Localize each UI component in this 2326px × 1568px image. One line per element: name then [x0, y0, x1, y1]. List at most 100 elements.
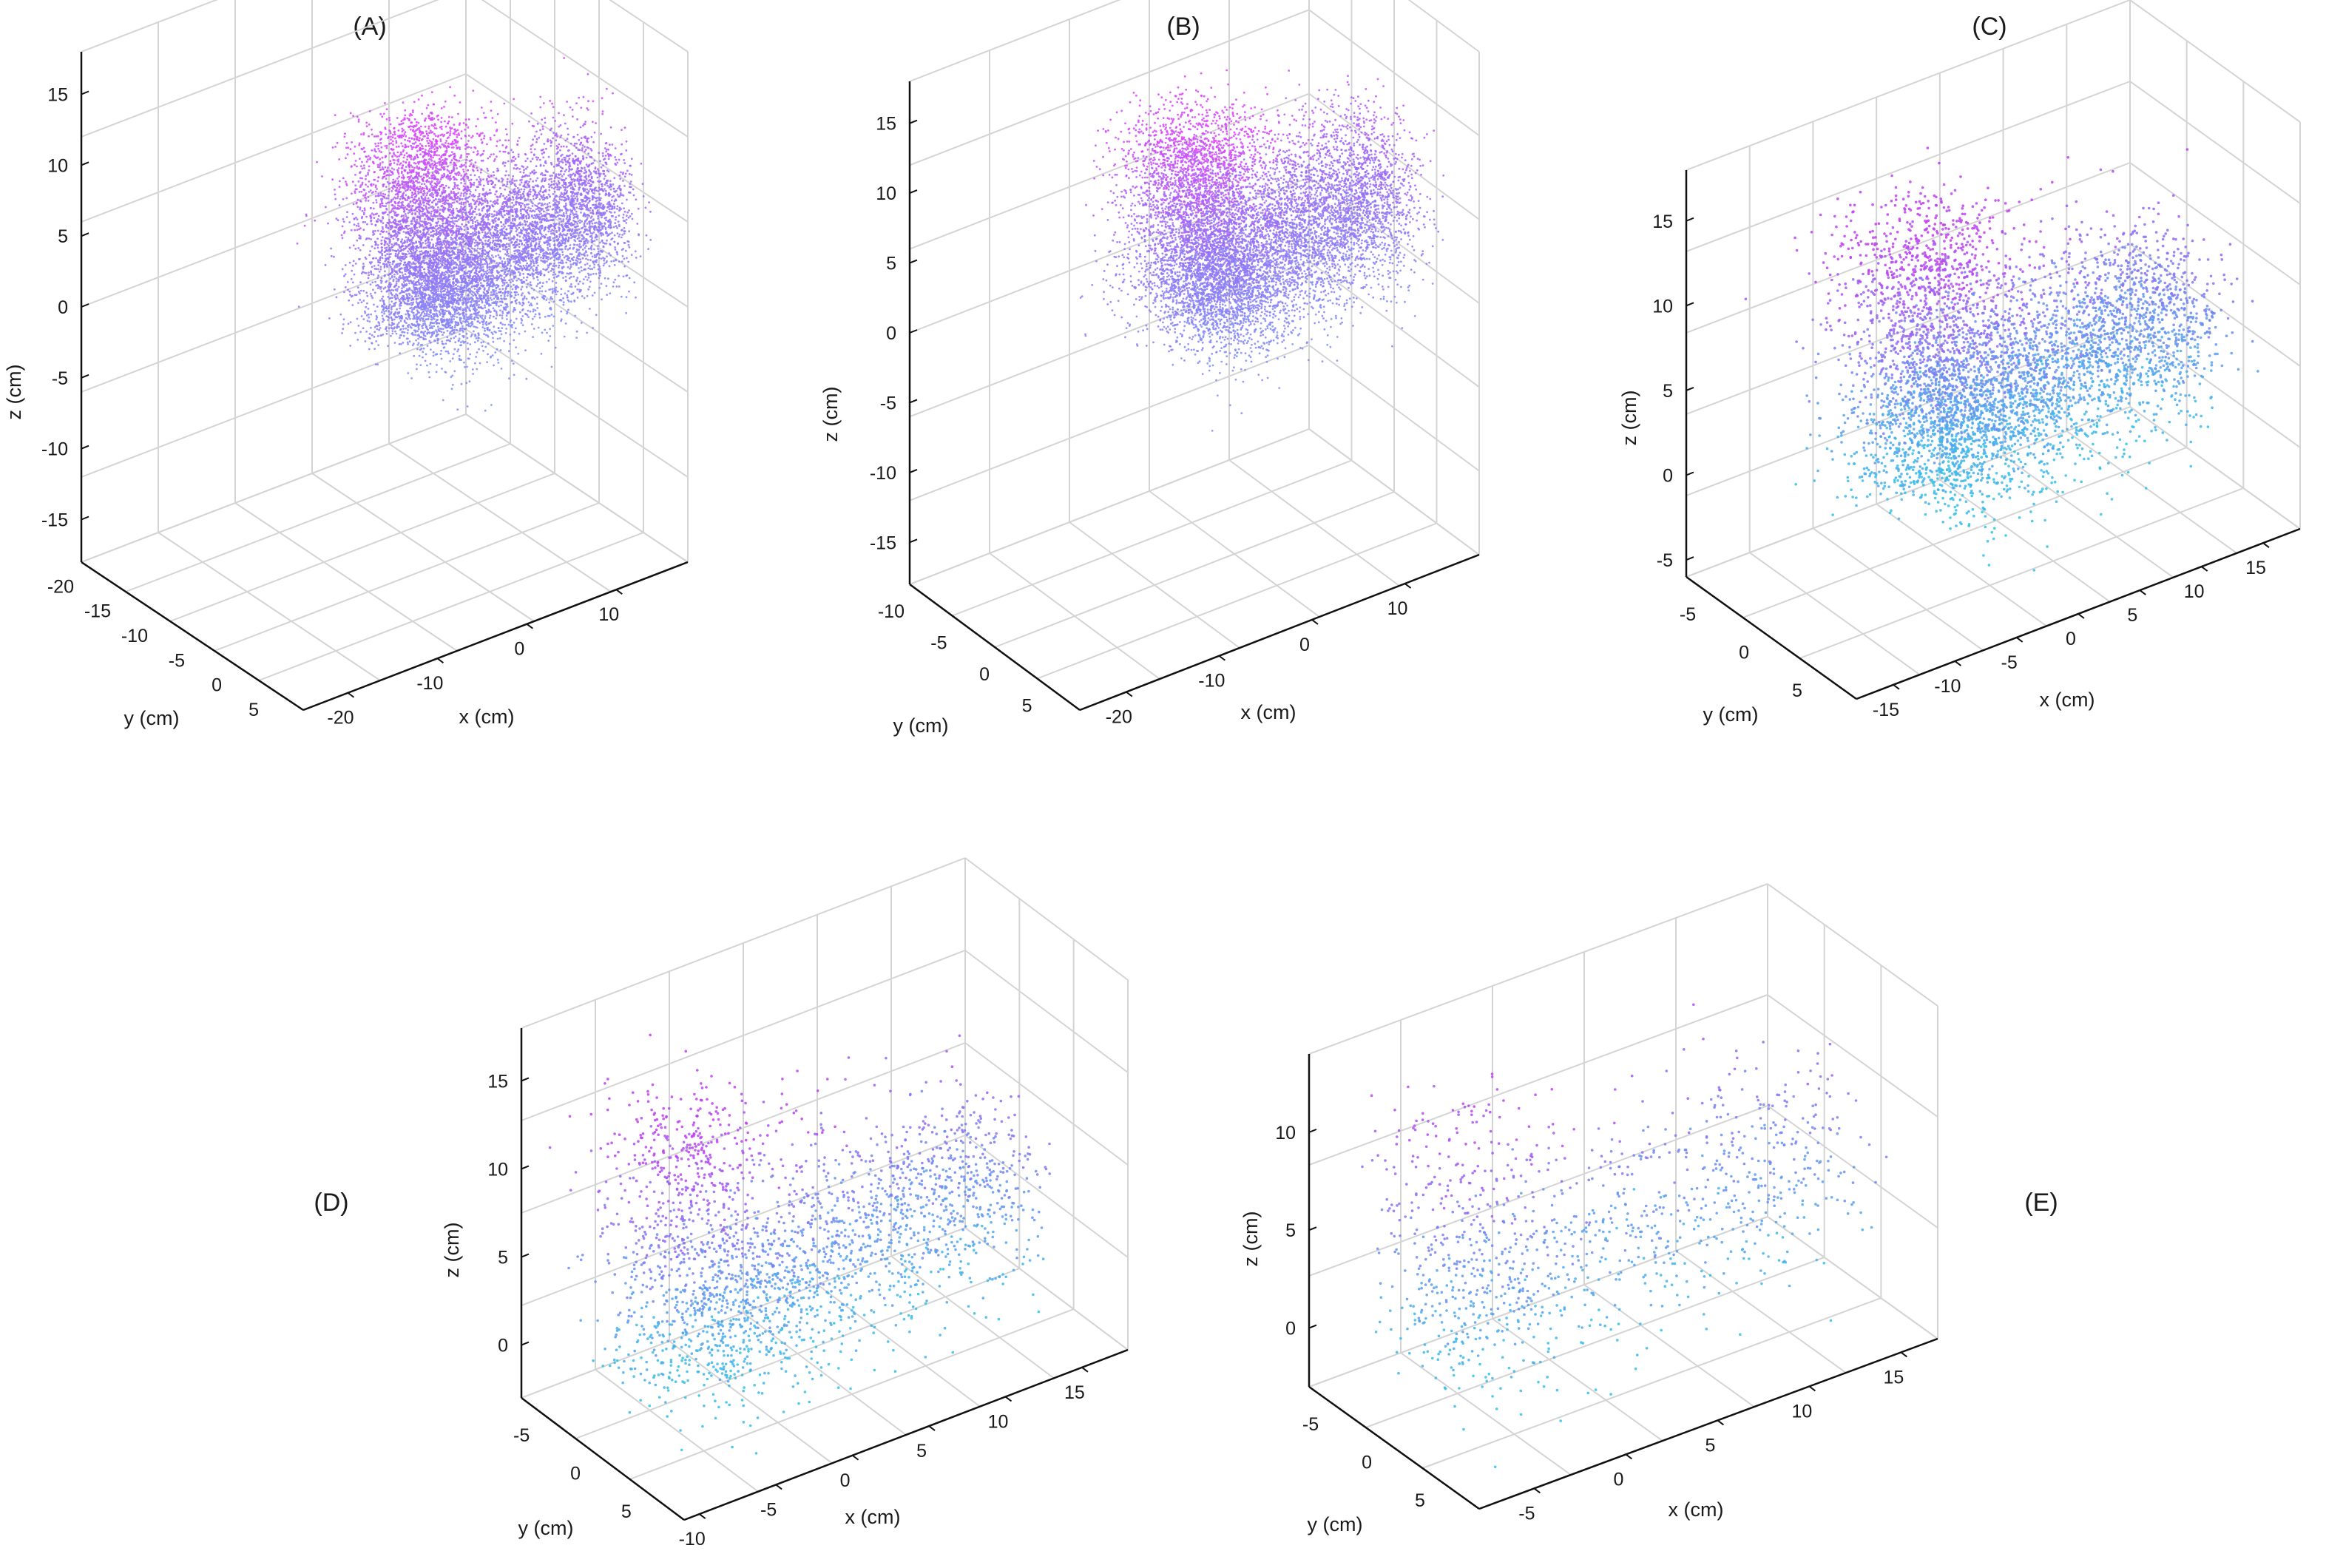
scatter-point: [356, 229, 359, 231]
scatter-point: [482, 178, 484, 180]
scatter-point: [567, 290, 569, 292]
scatter-point: [561, 220, 563, 223]
scatter-point: [606, 240, 608, 242]
scatter-point: [495, 255, 497, 257]
scatter-point: [435, 248, 437, 250]
y-tick-label: 0: [212, 675, 222, 696]
scatter-point: [532, 158, 534, 160]
scatter-point: [445, 126, 447, 128]
scatter-point: [541, 353, 543, 355]
scatter-point: [396, 273, 399, 275]
scatter-point: [457, 285, 459, 288]
scatter-point: [581, 270, 583, 272]
scatter-point: [510, 291, 513, 294]
scatter-point: [536, 297, 538, 299]
scatter-point: [616, 227, 618, 229]
z-tick: [81, 162, 89, 165]
scatter-point: [464, 183, 466, 185]
grid: [81, 0, 688, 710]
scatter-point: [462, 325, 464, 328]
z-tick: [81, 233, 89, 236]
scatter-point: [396, 283, 398, 285]
scatter-point: [433, 118, 436, 120]
scatter-point: [377, 247, 379, 249]
scatter-point: [330, 248, 332, 250]
scatter-point: [489, 250, 491, 252]
scatter-point: [358, 144, 360, 146]
scatter-point: [496, 314, 498, 317]
scatter-point: [552, 193, 555, 195]
scatter-point: [399, 223, 402, 226]
scatter-point: [495, 121, 497, 124]
y-tick-label: -10: [121, 626, 148, 646]
scatter-point: [484, 305, 486, 307]
scatter-point: [542, 282, 544, 284]
x-tick-label: -10: [416, 673, 443, 694]
scatter-point: [359, 249, 362, 251]
scatter-point: [564, 292, 567, 294]
scatter-point: [467, 342, 469, 345]
gridline: [81, 0, 466, 137]
scatter-point: [406, 152, 408, 155]
scatter-point: [478, 203, 480, 206]
scatter-point: [526, 217, 528, 220]
scatter-point: [510, 230, 513, 232]
scatter-point: [445, 185, 447, 187]
scatter-point: [399, 352, 401, 354]
scatter-point: [585, 245, 587, 247]
scatter-point: [618, 260, 621, 263]
scatter-point: [598, 170, 600, 172]
scatter-point: [515, 328, 517, 330]
z-tick: [81, 304, 89, 307]
scatter-point: [471, 213, 473, 215]
scatter-point: [567, 215, 569, 217]
scatter-point: [543, 252, 545, 254]
scatter-point: [513, 331, 515, 334]
scatter-point: [449, 132, 451, 135]
scatter-point: [504, 139, 507, 141]
scatter-point: [564, 196, 566, 198]
scatter-point: [368, 320, 371, 322]
scatter-point: [566, 101, 568, 103]
scatter-point: [469, 193, 471, 195]
scatter-point: [386, 333, 388, 335]
scatter-point: [373, 135, 376, 138]
gridline: [389, 444, 611, 592]
scatter-point: [376, 201, 378, 203]
scatter-point: [618, 220, 620, 223]
scatter-point: [582, 283, 584, 285]
scatter-point: [360, 165, 362, 167]
scatter-point: [615, 249, 617, 251]
scatter-point: [451, 388, 453, 390]
scatter-point: [383, 231, 385, 233]
scatter-point: [368, 274, 370, 277]
x-tick-label: 10: [598, 604, 619, 625]
scatter-point: [398, 155, 400, 158]
scatter-point: [536, 303, 538, 305]
scatter-point: [522, 324, 524, 326]
scatter-point: [511, 181, 513, 183]
gridline: [466, 414, 688, 562]
scatter-point: [603, 190, 605, 192]
panel-a: (A)-20-1001050-5-10-15-20151050-5-10-15x…: [3, 0, 688, 729]
scatter-point: [481, 256, 484, 258]
scatter-point: [388, 324, 391, 326]
scatter-point: [405, 166, 408, 168]
scatter-point: [506, 133, 508, 135]
scatter-point: [400, 343, 402, 345]
gridline: [81, 0, 466, 52]
scatter-point: [374, 310, 376, 312]
scatter-point: [429, 257, 431, 260]
scatter-point: [391, 300, 393, 303]
scatter-point: [375, 195, 377, 197]
scatter-point: [487, 158, 489, 160]
scatter-point: [334, 288, 336, 291]
scatter-point: [524, 244, 526, 246]
scatter-point: [453, 182, 456, 184]
scatter-point: [588, 277, 590, 279]
scatter-point: [601, 257, 603, 260]
scatter-point: [555, 216, 557, 218]
y-tick-label: -5: [169, 650, 185, 671]
scatter-point: [525, 168, 527, 170]
scatter-point: [541, 133, 543, 135]
